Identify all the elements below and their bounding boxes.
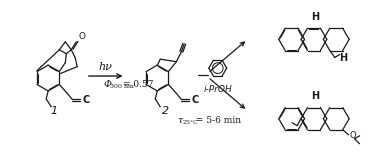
Text: hν: hν <box>99 62 113 72</box>
Text: i-PrOH: i-PrOH <box>204 85 232 94</box>
Text: H: H <box>311 11 319 22</box>
Text: 300 nm: 300 nm <box>110 84 133 89</box>
Text: O: O <box>350 131 356 140</box>
Text: H: H <box>311 91 319 101</box>
Text: Φ: Φ <box>104 81 112 89</box>
Text: 1: 1 <box>51 106 58 116</box>
Text: = 5-6 min: = 5-6 min <box>193 116 241 125</box>
Text: 25°C: 25°C <box>183 120 199 125</box>
Text: O: O <box>79 32 86 41</box>
Text: 2: 2 <box>162 106 169 116</box>
Text: H: H <box>339 53 347 63</box>
Text: = 0.57: = 0.57 <box>119 81 153 89</box>
Text: C: C <box>191 95 198 105</box>
Text: τ: τ <box>177 116 183 125</box>
Text: C: C <box>82 95 90 105</box>
